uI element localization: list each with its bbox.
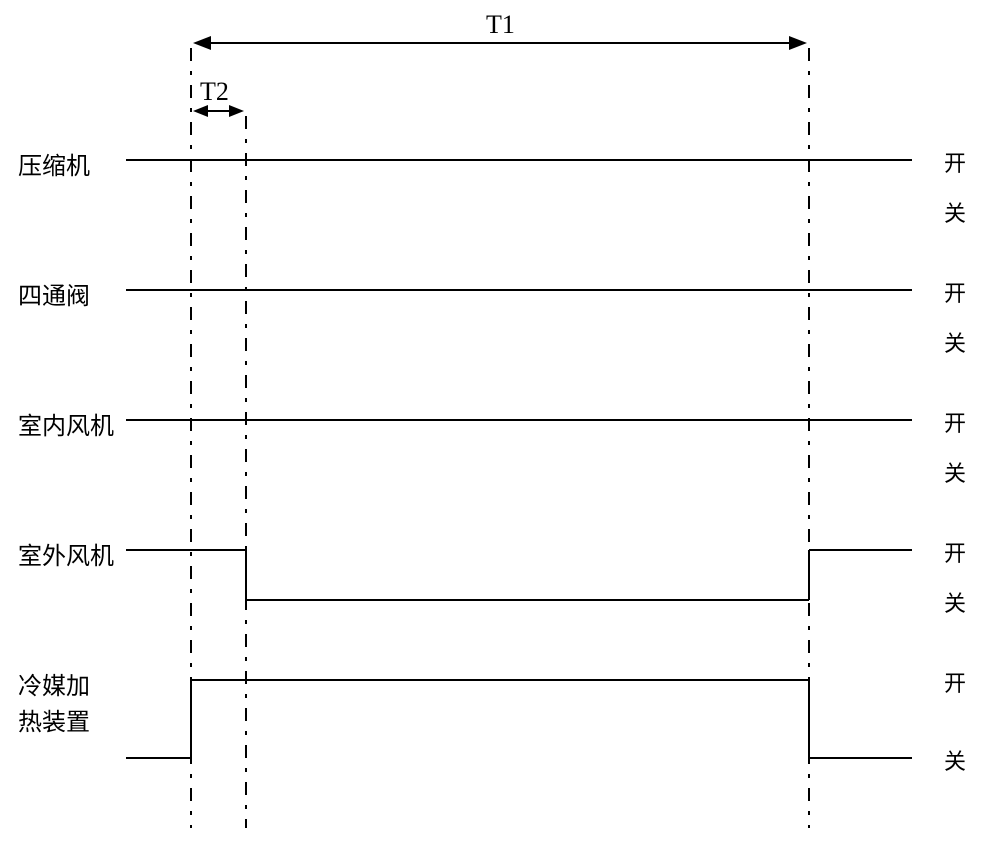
timing-diagram-svg bbox=[0, 0, 1000, 849]
timing-diagram-canvas: T1 T2 压缩机 四通阀 室内风机 室外风机 冷媒加 热装置 开 关 开 关 … bbox=[0, 0, 1000, 849]
